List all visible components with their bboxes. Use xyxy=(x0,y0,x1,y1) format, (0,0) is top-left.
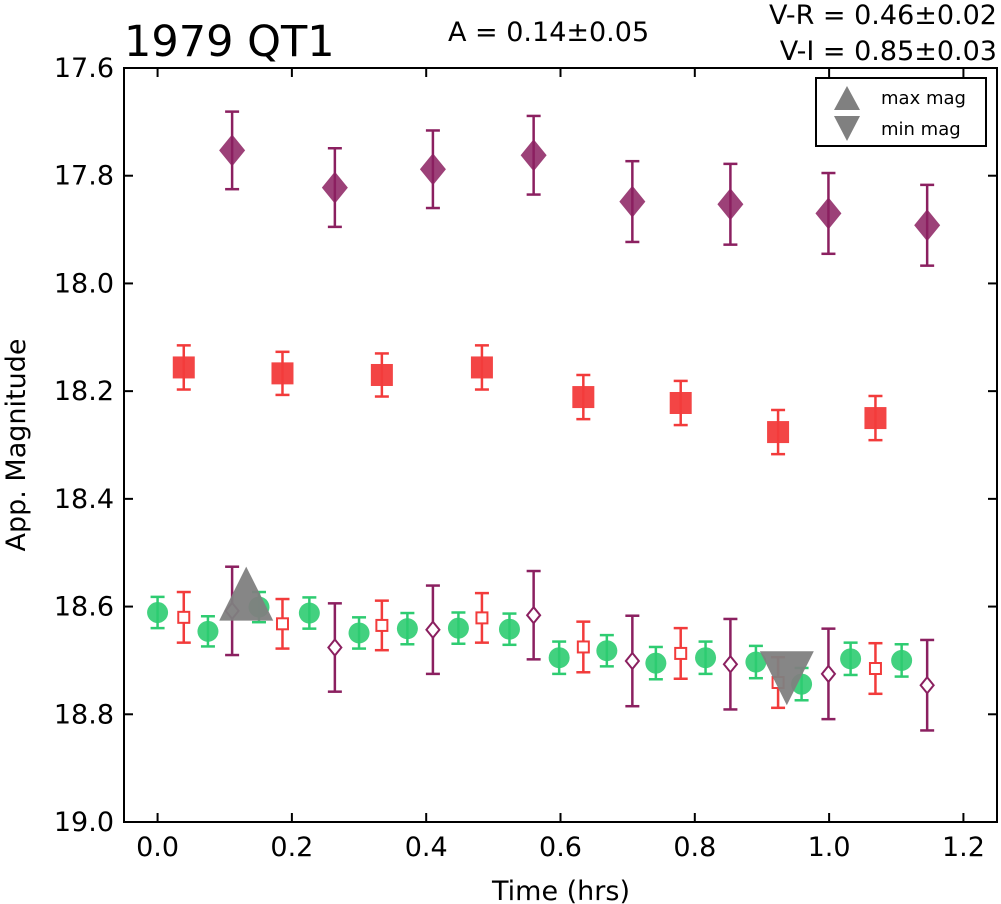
color-index-vi: V-I = 0.85±0.03 xyxy=(780,36,997,67)
legend-min-label: min mag xyxy=(881,119,961,140)
amplitude-label: A = 0.14±0.05 xyxy=(448,17,649,48)
data-point xyxy=(419,153,446,186)
y-tick-label: 18.8 xyxy=(54,699,114,730)
x-axis-label: Time (hrs) xyxy=(491,876,630,904)
data-point xyxy=(745,651,767,673)
data-point xyxy=(298,602,320,624)
data-point xyxy=(624,651,641,671)
x-tick-label: 0.4 xyxy=(405,832,448,863)
max-mag-marker xyxy=(219,566,274,621)
data-point xyxy=(722,654,739,674)
data-point xyxy=(396,618,418,640)
data-point xyxy=(525,605,542,625)
data-point xyxy=(669,391,692,414)
data-point xyxy=(425,620,441,640)
data-point xyxy=(370,363,393,386)
legend-max-marker xyxy=(834,86,860,110)
legend-min-marker xyxy=(834,116,860,141)
y-tick-label: 19.0 xyxy=(54,807,114,838)
data-point xyxy=(327,637,343,658)
plot-frame xyxy=(123,67,998,823)
y-axis-label: App. Magnitude xyxy=(1,339,32,552)
data-point xyxy=(321,171,348,204)
data-point xyxy=(840,648,862,670)
data-point xyxy=(271,362,294,385)
data-point xyxy=(548,647,570,669)
data-point xyxy=(498,618,520,640)
series-square-filled xyxy=(172,344,887,456)
data-point xyxy=(470,356,493,379)
x-tick-label: 0.6 xyxy=(539,832,582,863)
data-point xyxy=(275,617,289,631)
data-point xyxy=(177,610,191,624)
data-point xyxy=(596,640,618,662)
series-diamond-filled xyxy=(219,110,941,267)
data-point xyxy=(619,185,646,218)
data-point xyxy=(695,647,717,669)
data-point xyxy=(891,649,913,671)
y-tick-label: 17.6 xyxy=(54,53,114,84)
y-tick-label: 18.0 xyxy=(54,268,114,299)
x-tick-label: 0.2 xyxy=(270,832,313,863)
data-point xyxy=(475,611,489,625)
legend: max mag min mag xyxy=(815,77,987,147)
x-tick-label: 0.8 xyxy=(673,832,716,863)
data-point xyxy=(172,356,195,379)
x-tick-label: 0.0 xyxy=(136,832,179,863)
series-square-open xyxy=(176,590,883,710)
y-tick-label: 17.8 xyxy=(54,161,114,192)
data-point xyxy=(767,421,790,444)
data-point xyxy=(914,209,941,242)
y-tick-label: 18.6 xyxy=(54,592,114,623)
min-mag-marker xyxy=(759,651,814,706)
data-point xyxy=(219,134,246,167)
data-point xyxy=(576,640,590,654)
data-point xyxy=(447,617,469,639)
data-point xyxy=(815,197,842,230)
data-point xyxy=(197,620,219,642)
x-tick-label: 1.0 xyxy=(808,832,851,863)
data-point xyxy=(645,652,667,674)
data-point xyxy=(674,646,688,660)
legend-max-label: max mag xyxy=(881,88,966,109)
data-point xyxy=(868,662,882,676)
data-point xyxy=(147,601,169,623)
data-point xyxy=(348,622,370,644)
y-tick-label: 18.4 xyxy=(54,484,114,515)
x-tick-label: 1.2 xyxy=(942,832,985,863)
axes: 0.0 0.2 0.4 0.6 0.8 1.0 1.2 17.6 17.8 18.0 18.2 18.… xyxy=(54,53,998,863)
data-point xyxy=(864,407,887,430)
data-point xyxy=(919,675,935,695)
color-index-vr: V-R = 0.46±0.02 xyxy=(769,0,997,31)
data-point xyxy=(520,139,547,172)
data-layer xyxy=(147,110,941,732)
data-point xyxy=(375,618,389,632)
data-point xyxy=(717,188,744,221)
data-point xyxy=(572,386,595,409)
y-tick-label: 18.2 xyxy=(54,376,114,407)
data-point xyxy=(820,664,837,684)
chart-title: 1979 QT1 xyxy=(124,17,335,67)
legend-box xyxy=(815,77,987,147)
